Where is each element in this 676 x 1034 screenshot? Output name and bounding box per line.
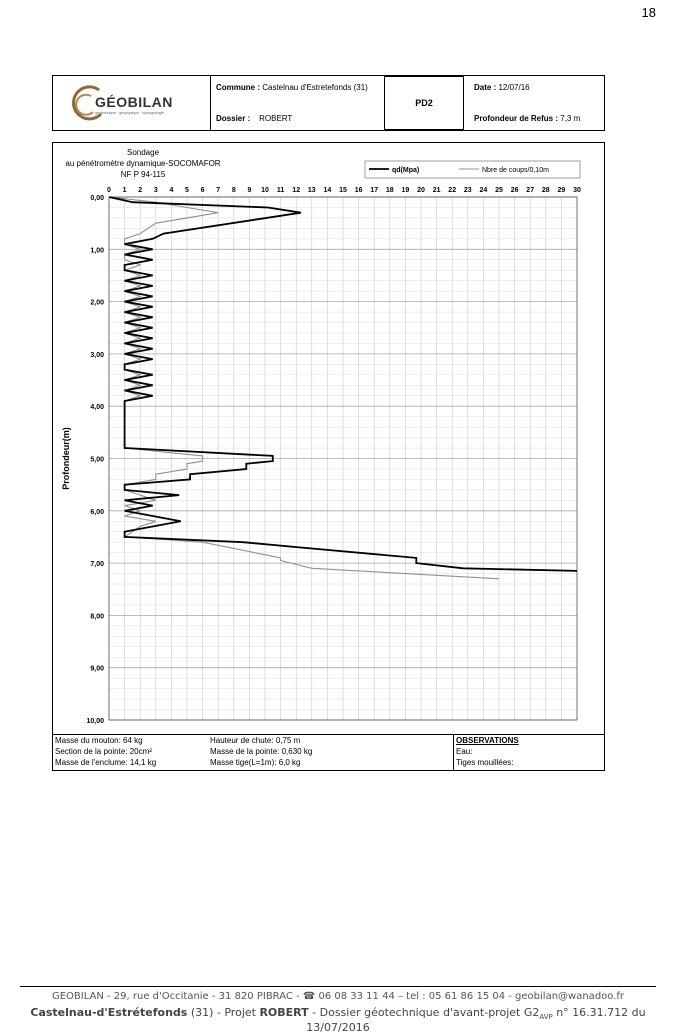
x-tick-label: 8 — [232, 187, 236, 194]
y-tick-label: 2,00 — [90, 300, 104, 307]
logo-subtitle: géotechnique · géophysique · hydrogéolog… — [95, 111, 165, 115]
footer-project-name: ROBERT — [259, 1006, 309, 1019]
footer-divider — [20, 986, 656, 987]
test-info-col-1: Masse du mouton: 64 kg Section de la poi… — [53, 735, 208, 770]
legend-label: Nbre de coups/0,10m — [482, 167, 549, 174]
observations-line: Tiges mouillées: — [456, 758, 514, 767]
x-tick-label: 17 — [370, 187, 378, 194]
x-tick-label: 7 — [216, 187, 220, 194]
x-tick-label: 1 — [123, 187, 127, 194]
probe-id: PD2 — [384, 76, 464, 130]
x-tick-label: 3 — [154, 187, 158, 194]
y-tick-label: 0,00 — [90, 195, 104, 202]
x-tick-label: 14 — [324, 187, 332, 194]
test-info-line: Masse de la pointe: 0,630 kg — [210, 747, 313, 756]
refus-label: Profondeur de Refus : — [474, 114, 559, 123]
y-tick-label: 7,00 — [90, 561, 104, 568]
header-box: GÉOBILAN géotechnique · géophysique · hy… — [52, 75, 605, 131]
footer-project: Castelnau-d'Estrétefonds (31) - Projet R… — [0, 1006, 676, 1034]
x-tick-label: 6 — [201, 187, 205, 194]
x-tick-label: 0 — [107, 187, 111, 194]
x-tick-label: 15 — [339, 187, 347, 194]
header-right: Date : 12/07/16 Profondeur de Refus : 7,… — [464, 76, 604, 130]
x-tick-label: 24 — [480, 187, 488, 194]
footer-commune: Castelnau-d'Estrétefonds — [30, 1006, 188, 1019]
y-tick-label: 3,00 — [90, 352, 104, 359]
x-tick-label: 19 — [402, 187, 410, 194]
x-tick-label: 29 — [558, 187, 566, 194]
footer-sub: AVP — [539, 1013, 553, 1022]
x-tick-label: 12 — [292, 187, 300, 194]
test-info-line: Hauteur de chute: 0,75 m — [210, 736, 301, 745]
x-tick-label: 11 — [277, 187, 285, 194]
footer-address: GEOBILAN - 29, rue d'Occitanie - 31 820 … — [51, 991, 625, 1002]
y-tick-label: 4,00 — [90, 404, 104, 411]
test-info-line: Masse du mouton: 64 kg — [55, 736, 143, 745]
page-number: 18 — [641, 5, 656, 20]
series-blows-line — [108, 196, 500, 580]
logo-swoosh-icon — [72, 85, 103, 121]
footer-text: - Dossier géotechnique d'avant-projet G2 — [308, 1006, 540, 1019]
chart-box: Sondage au pénétromètre dynamique-SOCOMAF… — [52, 142, 605, 771]
test-info-line: Section de la pointe: 20cm² — [55, 747, 152, 756]
test-info-line: Masse tige(L=1m): 6,0 kg — [210, 758, 301, 767]
chart-title-line: au pénétromètre dynamique-SOCOMAFOR — [65, 159, 220, 168]
x-tick-label: 4 — [169, 187, 173, 194]
x-tick-label: 30 — [573, 187, 581, 194]
footer-text: (31) - Projet — [187, 1006, 260, 1019]
observations-col: OBSERVATIONS Eau: Tiges mouillées: — [453, 735, 604, 770]
chart-title-line: Sondage — [127, 148, 160, 157]
x-tick-label: 28 — [542, 187, 550, 194]
y-tick-label: 10,00 — [86, 718, 104, 725]
legend-label: qd(Mpa) — [392, 167, 419, 174]
logo: GÉOBILAN géotechnique · géophysique · hy… — [53, 76, 211, 130]
logo-text: GÉOBILAN — [95, 94, 173, 110]
dossier-value: ROBERT — [259, 114, 293, 123]
plot-frame — [108, 196, 578, 721]
y-tick-label: 6,00 — [90, 509, 104, 516]
commune-value: Castelnau d'Estretefonds (31) — [262, 83, 368, 92]
y-tick-label: 9,00 — [90, 666, 104, 673]
x-tick-label: 2 — [138, 187, 142, 194]
x-tick-label: 10 — [261, 187, 269, 194]
x-tick-label: 27 — [526, 187, 534, 194]
test-info-table: Masse du mouton: 64 kg Section de la poi… — [52, 734, 605, 771]
observations-title: OBSERVATIONS — [456, 736, 519, 745]
test-info-col-2: Hauteur de chute: 0,75 m Masse de la poi… — [208, 735, 453, 770]
date-value: 12/07/16 — [498, 83, 530, 92]
header-middle: Commune : Castelnau d'Estretefonds (31) … — [210, 76, 385, 130]
x-tick-label: 5 — [185, 187, 189, 194]
series-qd-line — [108, 196, 578, 572]
x-tick-label: 16 — [355, 187, 363, 194]
dossier-label: Dossier : — [216, 114, 251, 123]
y-axis-label: Profondeur(m) — [61, 427, 71, 490]
penetrometer-chart: Sondage au pénétromètre dynamique-SOCOMAF… — [61, 148, 581, 725]
commune-label: Commune : — [216, 83, 260, 92]
x-tick-label: 23 — [464, 187, 472, 194]
y-tick-label: 1,00 — [90, 247, 104, 254]
x-tick-label: 21 — [433, 187, 441, 194]
x-tick-label: 25 — [495, 187, 503, 194]
chart-title-line: NF P 94-115 — [121, 170, 166, 179]
x-tick-label: 22 — [448, 187, 456, 194]
test-info-line: Masse de l'enclume: 14,1 kg — [55, 758, 157, 767]
observations-line: Eau: — [456, 747, 473, 756]
x-tick-label: 26 — [511, 187, 519, 194]
refus-value: 7,3 m — [560, 114, 581, 123]
y-tick-label: 5,00 — [90, 457, 104, 464]
x-tick-label: 13 — [308, 187, 316, 194]
y-tick-label: 8,00 — [90, 613, 104, 620]
x-tick-label: 9 — [247, 187, 251, 194]
x-tick-label: 18 — [386, 187, 394, 194]
date-label: Date : — [474, 83, 497, 92]
x-tick-label: 20 — [417, 187, 425, 194]
